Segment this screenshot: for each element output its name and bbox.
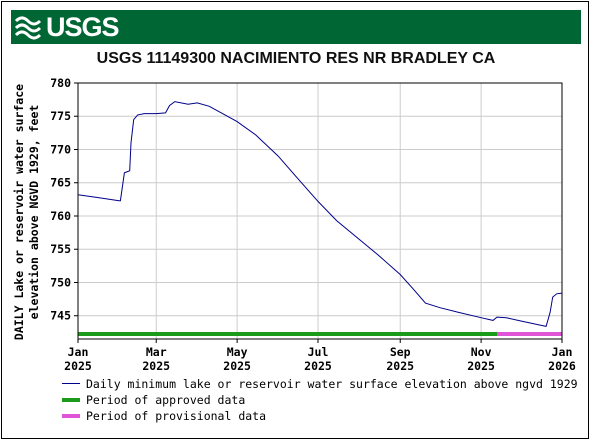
y-tick-label: 755 (50, 242, 71, 256)
usgs-logo[interactable]: USGS (14, 11, 120, 42)
legend-item-series: Daily minimum lake or reservoir water su… (62, 376, 578, 391)
legend-item-approved: Period of approved data (62, 392, 245, 407)
x-tick-label: Mar (146, 345, 167, 359)
y-tick-label: 780 (50, 76, 71, 90)
x-tick-year-label: 2025 (304, 359, 332, 373)
y-tick-label: 745 (50, 309, 71, 323)
plot-area (77, 82, 563, 340)
legend-provisional-swatch (62, 413, 80, 418)
x-tick-label: Jan (68, 345, 89, 359)
header-banner (11, 10, 581, 44)
legend-series-label: Daily minimum lake or reservoir water su… (86, 376, 578, 391)
y-tick-label: 775 (50, 109, 71, 123)
x-tick-year-label: 2026 (548, 359, 576, 373)
x-tick-label: Jul (308, 345, 329, 359)
x-tick-year-label: 2025 (386, 359, 414, 373)
y-tick-label: 760 (50, 209, 71, 223)
legend-item-provisional: Period of provisional data (62, 408, 266, 423)
series-line-elevation (77, 101, 563, 327)
legend-approved-label: Period of approved data (86, 392, 246, 407)
x-tick-label: Jan (552, 345, 573, 359)
x-tick-year-label: 2025 (64, 359, 92, 373)
legend-approved-swatch (62, 397, 80, 402)
x-tick-year-label: 2025 (467, 359, 495, 373)
chart-title: USGS 11149300 NACIMIENTO RES NR BRADLEY … (96, 50, 496, 67)
usgs-wave-icon (14, 16, 42, 40)
legend-provisional-label: Period of provisional data (86, 408, 267, 423)
x-tick-year-label: 2025 (223, 359, 251, 373)
y-tick-label: 765 (50, 176, 71, 190)
y-tick-label: 750 (50, 275, 71, 289)
approved-period-bar (78, 332, 498, 336)
usgs-logo-text: USGS (46, 11, 120, 42)
provisional-period-bar (497, 332, 562, 336)
x-tick-year-label: 2025 (142, 359, 170, 373)
x-tick-label: Sep (390, 345, 411, 359)
x-tick-label: May (227, 345, 248, 359)
legend-series-swatch (62, 383, 80, 384)
x-tick-label: Nov (471, 345, 492, 359)
y-tick-label: 770 (50, 142, 71, 156)
